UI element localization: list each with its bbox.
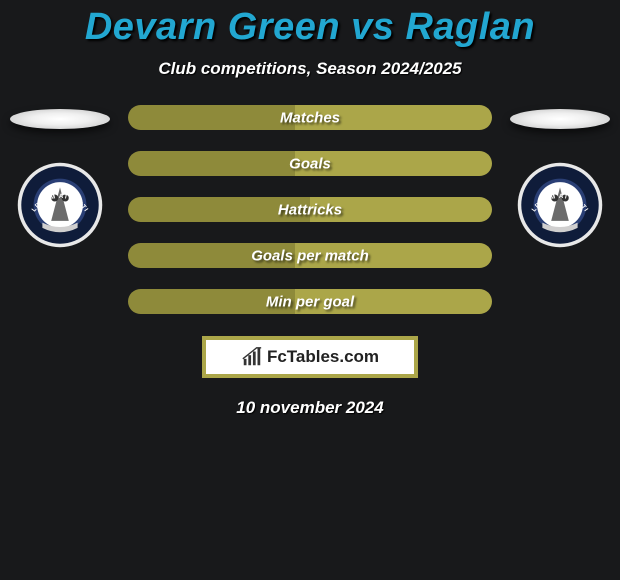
player-right-club-badge: OLDHAM ATHLETIC [516,161,604,249]
date-label: 10 november 2024 [0,398,620,418]
stat-label: Min per goal [266,293,354,310]
chart-icon [241,346,263,368]
stat-label: Goals per match [251,247,369,264]
club-badge-icon: OLDHAM ATHLETIC [516,161,604,249]
branding-label: FcTables.com [267,347,379,367]
player-right-column: OLDHAM ATHLETIC [508,109,612,249]
stat-label: Matches [280,109,340,126]
stat-bars: 17Matches 2Goals 0Hattricks 0.12Goals per m… [112,105,508,314]
stat-bar-left [128,151,295,176]
stat-bar-left [128,105,295,130]
stat-label: Goals [289,155,331,172]
stat-label: Hattricks [278,201,342,218]
comparison-row: OLDHAM ATHLETIC 17Matches2Goals0Hattrick… [0,109,620,314]
player-left-photo [10,109,110,129]
stat-bar: 765Min per goal [128,289,492,314]
page-subtitle: Club competitions, Season 2024/2025 [0,59,620,79]
branding-box[interactable]: FcTables.com [202,336,418,378]
stat-bar: 0.12Goals per match [128,243,492,268]
player-left-column: OLDHAM ATHLETIC [8,109,112,249]
player-left-club-badge: OLDHAM ATHLETIC [16,161,104,249]
club-badge-icon: OLDHAM ATHLETIC [16,161,104,249]
stat-bar: 2Goals [128,151,492,176]
page-title: Devarn Green vs Raglan [0,0,620,49]
stat-bar: 17Matches [128,105,492,130]
stat-bar: 0Hattricks [128,197,492,222]
player-right-photo [510,109,610,129]
